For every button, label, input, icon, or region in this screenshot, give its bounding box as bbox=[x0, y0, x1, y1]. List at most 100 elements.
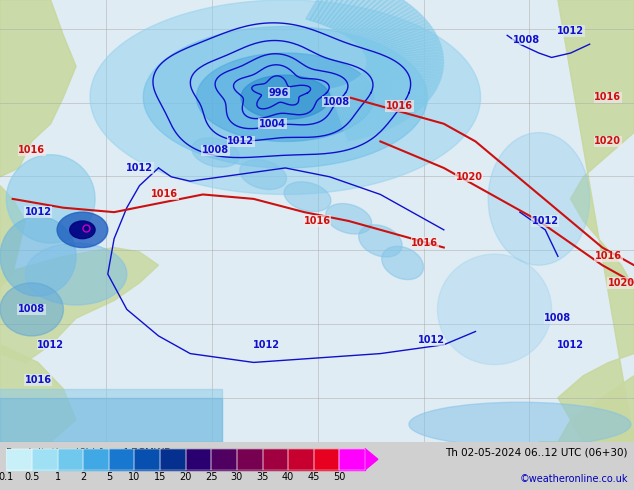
Ellipse shape bbox=[25, 243, 127, 305]
Text: 1012: 1012 bbox=[228, 136, 254, 147]
Polygon shape bbox=[558, 0, 634, 442]
Polygon shape bbox=[0, 345, 76, 442]
Polygon shape bbox=[365, 70, 436, 92]
Polygon shape bbox=[365, 68, 438, 87]
Text: 1016: 1016 bbox=[304, 216, 330, 226]
Polygon shape bbox=[368, 61, 444, 64]
Polygon shape bbox=[344, 85, 382, 132]
Polygon shape bbox=[327, 0, 369, 27]
Text: 1012: 1012 bbox=[532, 216, 559, 226]
Polygon shape bbox=[345, 84, 385, 131]
Polygon shape bbox=[354, 79, 409, 119]
Text: 1016: 1016 bbox=[18, 145, 45, 155]
Polygon shape bbox=[366, 65, 442, 76]
Polygon shape bbox=[313, 0, 349, 23]
Polygon shape bbox=[351, 2, 408, 40]
Polygon shape bbox=[367, 53, 443, 61]
Text: 5: 5 bbox=[106, 472, 112, 482]
Polygon shape bbox=[356, 78, 411, 117]
Text: 996: 996 bbox=[269, 88, 289, 98]
Bar bbox=[83, 449, 109, 470]
Text: 50: 50 bbox=[333, 472, 346, 482]
Polygon shape bbox=[357, 12, 420, 46]
Text: 35: 35 bbox=[256, 472, 269, 482]
Text: 15: 15 bbox=[154, 472, 166, 482]
Polygon shape bbox=[359, 18, 425, 48]
Bar bbox=[314, 449, 339, 470]
Polygon shape bbox=[367, 50, 443, 60]
Bar bbox=[288, 449, 314, 470]
Ellipse shape bbox=[284, 182, 331, 212]
Bar bbox=[339, 449, 365, 470]
Polygon shape bbox=[342, 0, 394, 35]
Text: 1008: 1008 bbox=[202, 145, 229, 155]
Polygon shape bbox=[331, 89, 353, 140]
Polygon shape bbox=[367, 63, 443, 70]
Polygon shape bbox=[0, 398, 222, 442]
Polygon shape bbox=[366, 67, 441, 81]
Polygon shape bbox=[340, 0, 390, 34]
Text: 1012: 1012 bbox=[253, 340, 280, 350]
Polygon shape bbox=[351, 81, 401, 124]
Polygon shape bbox=[359, 75, 422, 109]
Text: 1012: 1012 bbox=[126, 163, 153, 173]
Polygon shape bbox=[360, 74, 424, 107]
Polygon shape bbox=[306, 0, 339, 20]
Ellipse shape bbox=[382, 246, 424, 280]
Polygon shape bbox=[345, 0, 398, 36]
Polygon shape bbox=[367, 62, 443, 67]
Polygon shape bbox=[365, 38, 439, 56]
Bar bbox=[186, 449, 211, 470]
Bar bbox=[160, 449, 186, 470]
Bar bbox=[160, 449, 186, 470]
Polygon shape bbox=[335, 88, 363, 138]
Bar bbox=[211, 449, 237, 470]
Ellipse shape bbox=[437, 254, 552, 365]
Polygon shape bbox=[337, 0, 386, 32]
Polygon shape bbox=[309, 0, 344, 22]
Polygon shape bbox=[347, 0, 401, 38]
Polygon shape bbox=[332, 88, 357, 140]
Text: 2: 2 bbox=[80, 472, 86, 482]
Text: 1004: 1004 bbox=[259, 119, 286, 129]
Text: 1012: 1012 bbox=[557, 340, 584, 350]
Ellipse shape bbox=[240, 160, 287, 190]
Ellipse shape bbox=[192, 138, 239, 167]
Polygon shape bbox=[363, 29, 434, 52]
Polygon shape bbox=[339, 86, 373, 135]
Bar bbox=[288, 449, 314, 470]
Polygon shape bbox=[90, 0, 481, 195]
Text: 1020: 1020 bbox=[456, 172, 482, 182]
Text: 0.5: 0.5 bbox=[24, 472, 40, 482]
Polygon shape bbox=[0, 247, 158, 363]
Polygon shape bbox=[364, 71, 434, 95]
Polygon shape bbox=[358, 77, 417, 113]
Polygon shape bbox=[366, 41, 440, 57]
Polygon shape bbox=[354, 80, 406, 121]
Text: 1016: 1016 bbox=[595, 251, 622, 261]
Text: 45: 45 bbox=[307, 472, 320, 482]
Text: 1020: 1020 bbox=[608, 278, 634, 288]
Text: ©weatheronline.co.uk: ©weatheronline.co.uk bbox=[519, 474, 628, 484]
Polygon shape bbox=[365, 69, 437, 90]
Polygon shape bbox=[354, 7, 415, 43]
Text: 20: 20 bbox=[179, 472, 192, 482]
Ellipse shape bbox=[488, 133, 590, 265]
Bar bbox=[58, 449, 83, 470]
Bar bbox=[32, 449, 58, 470]
Polygon shape bbox=[337, 87, 366, 137]
Polygon shape bbox=[353, 80, 403, 122]
Polygon shape bbox=[353, 4, 411, 42]
Polygon shape bbox=[349, 0, 405, 39]
Text: 1016: 1016 bbox=[25, 375, 51, 385]
Ellipse shape bbox=[0, 217, 76, 296]
Bar bbox=[134, 449, 160, 470]
Text: 1008: 1008 bbox=[545, 313, 571, 323]
Polygon shape bbox=[0, 389, 222, 442]
Polygon shape bbox=[358, 15, 423, 47]
Text: 0.1: 0.1 bbox=[0, 472, 14, 482]
Text: 1012: 1012 bbox=[557, 26, 584, 36]
Polygon shape bbox=[329, 0, 373, 28]
Text: 1020: 1020 bbox=[594, 136, 621, 147]
Bar bbox=[109, 449, 134, 470]
